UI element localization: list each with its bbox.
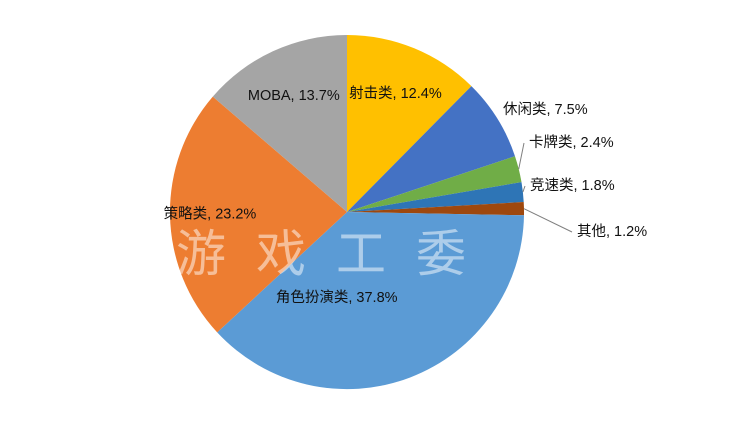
slice-label: 射击类, 12.4%	[349, 85, 442, 102]
pie-slice	[347, 156, 522, 212]
slice-label: MOBA, 13.7%	[248, 88, 340, 104]
slice-label: 其他, 1.2%	[577, 223, 647, 240]
slice-label: 竞速类, 1.8%	[530, 176, 615, 194]
pie-slice	[347, 35, 472, 212]
pie-slice	[217, 212, 524, 390]
leader-line	[522, 185, 526, 193]
slice-label: 卡牌类, 2.4%	[529, 134, 614, 151]
pie-slice	[347, 86, 515, 212]
leader-line	[518, 142, 525, 170]
slice-label: 角色扮演类, 37.8%	[276, 289, 398, 306]
slice-label: 休闲类, 7.5%	[503, 101, 588, 118]
pie-slice	[212, 35, 347, 212]
pie-slice	[347, 202, 525, 216]
slice-label: 策略类, 23.2%	[164, 205, 257, 222]
pie-slice	[169, 96, 347, 333]
leader-line	[523, 208, 573, 233]
pie-slice	[347, 182, 524, 212]
